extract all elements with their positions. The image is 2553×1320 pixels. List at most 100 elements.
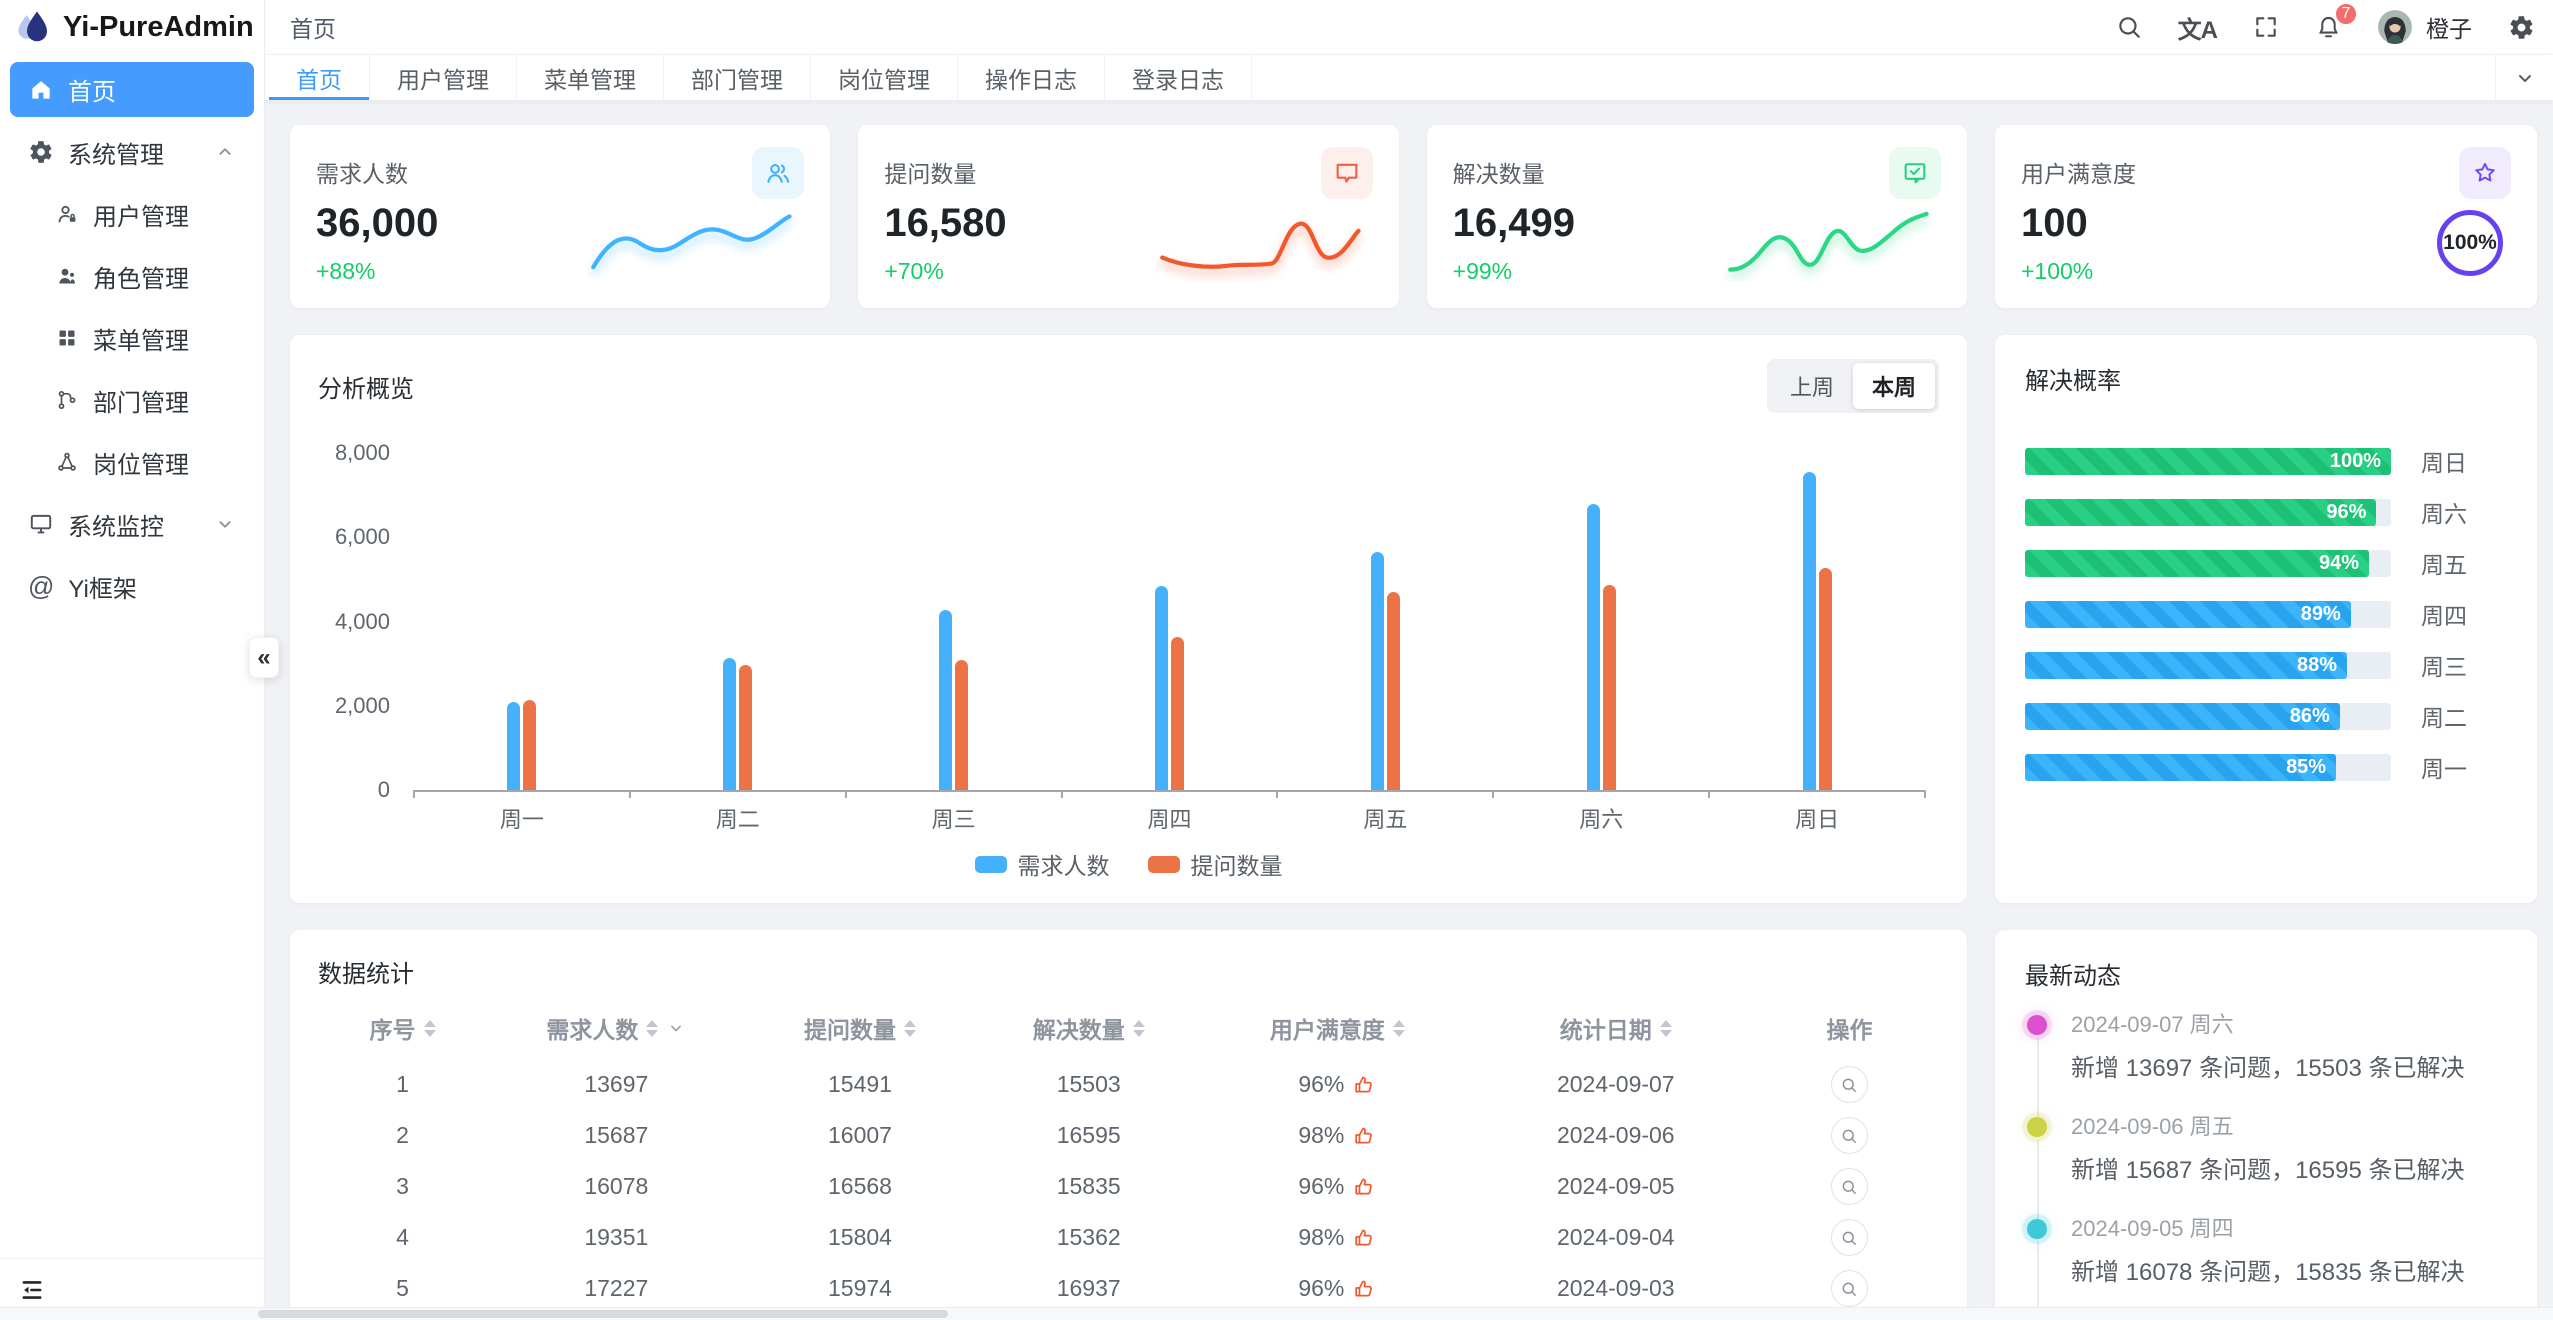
tab-菜单管理[interactable]: 菜单管理 [517, 55, 664, 100]
sort-ascending-icon[interactable] [646, 1019, 659, 1027]
satisfaction-value: 98% [1298, 1122, 1345, 1148]
sort-carets-icon[interactable] [1132, 1019, 1145, 1037]
settings-gear-icon[interactable] [2508, 14, 2535, 41]
sort-descending-icon[interactable] [903, 1029, 916, 1037]
chevron-down-icon [671, 1025, 682, 1032]
sort-ascending-icon[interactable] [423, 1019, 436, 1027]
sort-carets-icon[interactable] [1392, 1019, 1405, 1037]
progress-day-label: 周三 [2421, 654, 2467, 680]
sidebar-item-role-management[interactable]: 角色管理 [10, 245, 254, 307]
home-icon [32, 80, 50, 99]
column-header-需求人数[interactable]: 需求人数 [487, 1011, 746, 1045]
sort-descending-icon[interactable] [1392, 1029, 1405, 1037]
at-icon: @ [28, 571, 55, 601]
column-header-序号[interactable]: 序号 [318, 1011, 487, 1045]
cell-solved: 15835 [1056, 1173, 1121, 1199]
sidebar-item-dept-management[interactable]: 部门管理 [10, 369, 254, 431]
tab-bar: 首页 用户管理 菜单管理 部门管理 岗位管理 操作日志 登录日志 [265, 55, 2553, 100]
notification-bell-icon[interactable]: 7 [2315, 1, 2358, 41]
cell-questions: 15804 [828, 1224, 892, 1250]
cell-questions: 15491 [828, 1071, 892, 1097]
sort-descending-icon[interactable] [1132, 1029, 1145, 1037]
bar-chart-plot: 0 2,000 4,000 6,000 8,000 [335, 441, 1926, 802]
sort-descending-icon[interactable] [646, 1029, 659, 1037]
filter-chevron-icon[interactable] [666, 1018, 686, 1038]
bar-group-周二 [630, 455, 846, 790]
x-axis-tick [1708, 790, 1711, 798]
sort-ascending-icon[interactable] [1392, 1019, 1405, 1027]
column-header-统计日期[interactable]: 统计日期 [1472, 1011, 1760, 1045]
x-axis-label: 周一 [499, 807, 544, 832]
range-tab-上周[interactable]: 上周 [1789, 375, 1834, 400]
table-row: 5 17227 15974 16937 96% 2024-09-03 [318, 1263, 1939, 1314]
sidebar-item-user-management[interactable]: 用户管理 [10, 183, 254, 245]
week-range-switch: 上周 本周 [1766, 359, 1939, 413]
column-header-提问数量[interactable]: 提问数量 [746, 1011, 975, 1045]
view-row-button[interactable] [1830, 1168, 1868, 1205]
tab-用户管理[interactable]: 用户管理 [370, 55, 517, 100]
bar-需求人数 [1370, 552, 1384, 790]
search-icon[interactable] [2116, 14, 2142, 40]
sidebar-item-system-monitor[interactable]: 系统监控 [10, 493, 254, 555]
horizontal-scrollbar[interactable] [0, 1307, 2553, 1320]
sort-ascending-icon[interactable] [903, 1019, 916, 1027]
sidebar-item-home[interactable]: 首页 [10, 62, 254, 117]
chat-icon [1336, 163, 1358, 183]
sort-descending-icon[interactable] [423, 1029, 436, 1037]
cell-questions: 16007 [828, 1122, 892, 1148]
breadcrumb[interactable]: 首页 [290, 16, 336, 42]
cell-actions [1760, 1270, 1939, 1307]
legend-item-需求人数[interactable]: 需求人数 [974, 847, 1110, 881]
bar-需求人数 [939, 609, 953, 790]
sort-ascending-icon[interactable] [1659, 1019, 1672, 1027]
tab-部门管理[interactable]: 部门管理 [664, 55, 811, 100]
magnifier-icon [1843, 1129, 1857, 1143]
menu-fold-icon[interactable] [18, 1276, 46, 1304]
range-tab-本周[interactable]: 本周 [1852, 363, 1935, 409]
sort-carets-icon[interactable] [1659, 1019, 1672, 1037]
sort-descending-icon[interactable] [1659, 1029, 1672, 1037]
x-axis-label: 周日 [1795, 807, 1840, 832]
cell-solved: 16937 [1056, 1275, 1121, 1301]
column-label: 解决数量 [1032, 1017, 1125, 1043]
column-label: 统计日期 [1559, 1017, 1652, 1043]
analysis-overview-card: 分析概览 上周 本周 0 2,000 4,000 6,000 8,000 周一 周二 周三 周四… [290, 335, 1967, 903]
stat-card-title: 解决数量 [1452, 161, 1545, 187]
sort-ascending-icon[interactable] [1132, 1019, 1145, 1027]
username[interactable]: 橙子 [2426, 16, 2472, 42]
tab-actions-chevron[interactable] [2495, 55, 2553, 100]
tab-登录日志[interactable]: 登录日志 [1105, 55, 1252, 100]
view-row-button[interactable] [1830, 1066, 1868, 1103]
stat-card-delta: +99% [1452, 257, 1513, 284]
stat-cards-row: 需求人数 36,000 +88% 提问数量 16,580 +70% 解决数量 16,499 +9… [290, 125, 1967, 308]
sort-carets-icon[interactable] [423, 1019, 436, 1037]
legend-item-提问数量[interactable]: 提问数量 [1147, 847, 1283, 881]
tab-岗位管理[interactable]: 岗位管理 [811, 55, 958, 100]
sidebar-item-menu-management[interactable]: 菜单管理 [10, 307, 254, 369]
view-row-button[interactable] [1830, 1219, 1868, 1256]
view-row-button[interactable] [1830, 1117, 1868, 1154]
column-header-用户满意度[interactable]: 用户满意度 [1203, 1011, 1472, 1045]
tab-首页[interactable]: 首页 [269, 55, 370, 100]
column-header-解决数量[interactable]: 解决数量 [974, 1011, 1203, 1045]
main-area: 首页 文A 7 橙子 [265, 0, 2553, 1320]
avatar[interactable] [2378, 10, 2412, 44]
sort-carets-icon[interactable] [903, 1019, 916, 1037]
y-axis-tick-label: 0 [377, 777, 390, 802]
cell-demand: 19351 [584, 1224, 649, 1250]
sidebar-collapse-button[interactable]: « [249, 637, 279, 678]
view-row-button[interactable] [1830, 1270, 1868, 1307]
tab-操作日志[interactable]: 操作日志 [958, 55, 1105, 100]
sidebar-item-system-management[interactable]: 系统管理 [10, 121, 254, 183]
sort-carets-icon[interactable] [646, 1019, 659, 1037]
sidebar-item-yi-framework[interactable]: @ Yi框架 [10, 555, 254, 617]
magnifier-icon [1843, 1180, 1857, 1194]
translate-icon[interactable]: 文A [2177, 16, 2218, 44]
cell-actions [1760, 1117, 1939, 1154]
scrollbar-thumb[interactable] [258, 1310, 948, 1318]
app-logo[interactable]: Yi-PureAdmin [0, 0, 264, 55]
solve-rate-row-周二: 86% 周二 [2025, 699, 2507, 733]
sidebar-item-post-management[interactable]: 岗位管理 [10, 431, 254, 493]
fullscreen-icon[interactable] [2253, 14, 2279, 40]
x-axis-tick [1492, 790, 1495, 798]
